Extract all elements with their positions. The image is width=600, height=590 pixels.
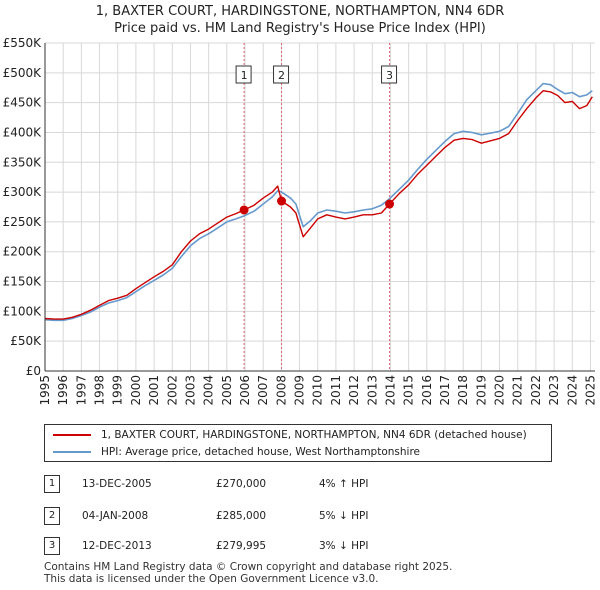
sale-point	[385, 199, 395, 209]
y-tick-label: £250K	[3, 215, 43, 229]
x-tick-label: 2016	[420, 375, 434, 406]
x-tick-label: 1997	[74, 375, 88, 406]
hpi-line	[44, 82, 593, 322]
sale-price: £270,000	[216, 478, 267, 490]
x-tick-label: 2012	[347, 375, 361, 406]
chart-title: 1, BAXTER COURT, HARDINGSTONE, NORTHAMPT…	[95, 4, 505, 19]
sale-price: £279,995	[216, 540, 267, 552]
x-tick-label: 2002	[165, 375, 179, 406]
x-tick-label: 2019	[474, 375, 488, 406]
legend-swatch-property	[53, 434, 91, 436]
x-tick-label: 2025	[583, 375, 597, 406]
x-tick-label: 2013	[365, 375, 379, 406]
y-tick-label: £550K	[3, 36, 43, 50]
x-tick-label: 1996	[56, 375, 70, 406]
sale-marker-box	[235, 65, 252, 84]
sale-hpi-change: 5% ↓ HPI	[319, 510, 369, 522]
y-tick-label: £450K	[3, 96, 43, 110]
sale-number-badge: 3	[44, 537, 60, 555]
x-tick-label: 1998	[93, 375, 107, 406]
x-tick-label: 2021	[511, 375, 525, 406]
x-tick-label: 2018	[456, 375, 470, 406]
sale-marker-label: 2	[278, 69, 285, 82]
footer-line-1: Contains HM Land Registry data © Crown c…	[44, 561, 453, 573]
x-tick-label: 2023	[547, 375, 561, 406]
footer-attribution: Contains HM Land Registry data © Crown c…	[44, 561, 452, 585]
x-tick-label: 2006	[238, 375, 252, 406]
plot-area	[45, 43, 595, 371]
x-tick-label: 1999	[111, 375, 125, 406]
sale-number-badge: 2	[44, 507, 60, 525]
x-tick-label: 2014	[383, 375, 397, 406]
sale-marker-label: 3	[386, 69, 393, 82]
sale-row-2: 2 04-JAN-2008 £285,000 5% ↓ HPI	[44, 507, 564, 525]
x-tick-label: 2001	[147, 375, 161, 406]
x-tick-label: 2024	[565, 375, 579, 406]
x-tick-label: 2004	[202, 375, 216, 406]
x-tick-label: 2011	[329, 375, 343, 406]
x-tick-label: 2009	[293, 375, 307, 406]
sale-date: 13-DEC-2005	[82, 478, 152, 490]
sale-hpi-change: 3% ↓ HPI	[319, 540, 369, 552]
y-tick-label: £100K	[3, 304, 43, 318]
x-tick-label: 2003	[183, 375, 197, 406]
sale-marker-box	[273, 65, 290, 84]
x-tick-label: 1995	[38, 375, 52, 406]
x-tick-label: 2017	[438, 375, 452, 406]
x-tick-label: 2020	[493, 375, 507, 406]
y-tick-label: £50K	[10, 334, 42, 348]
sale-date: 04-JAN-2008	[82, 510, 149, 522]
footer-line-2: This data is licensed under the Open Gov…	[44, 573, 379, 585]
sale-hpi-change: 4% ↑ HPI	[319, 478, 369, 490]
legend-item-hpi: HPI: Average price, detached house, West…	[53, 444, 420, 460]
sale-price: £285,000	[216, 510, 267, 522]
y-tick-label: £350K	[3, 155, 43, 169]
sale-row-1: 1 13-DEC-2005 £270,000 4% ↑ HPI	[44, 475, 564, 493]
x-tick-label: 2022	[529, 375, 543, 406]
chart-subtitle: Price paid vs. HM Land Registry's House …	[114, 21, 486, 36]
y-tick-label: £300K	[3, 185, 43, 199]
y-tick-label: £500K	[3, 66, 43, 80]
y-tick-label: £400K	[3, 125, 43, 139]
x-tick-label: 2005	[220, 375, 234, 406]
sale-point	[277, 196, 287, 206]
sale-row-3: 3 12-DEC-2013 £279,995 3% ↓ HPI	[44, 537, 564, 555]
price-chart: £0 £50K £100K £150K £200K £250K £300K £350K £400…	[3, 36, 598, 406]
sale-marker-label: 1	[241, 69, 248, 82]
x-tick-label: 2000	[129, 375, 143, 406]
y-tick-label: £200K	[3, 245, 43, 259]
legend-item-property: 1, BAXTER COURT, HARDINGSTONE, NORTHAMPT…	[53, 427, 527, 443]
legend: 1, BAXTER COURT, HARDINGSTONE, NORTHAMPT…	[44, 424, 552, 462]
x-tick-label: 2007	[256, 375, 270, 406]
y-tick-label: £0	[26, 364, 41, 378]
sale-marker-box	[381, 65, 398, 84]
y-tick-label: £150K	[3, 275, 43, 289]
legend-swatch-hpi	[53, 451, 91, 453]
x-tick-label: 2010	[311, 375, 325, 406]
legend-label-hpi: HPI: Average price, detached house, West…	[101, 446, 420, 458]
x-tick-label: 2008	[274, 375, 288, 406]
sale-date: 12-DEC-2013	[82, 540, 152, 552]
property-price-line	[44, 89, 593, 320]
sale-point	[239, 205, 249, 215]
sale-number-badge: 1	[44, 475, 60, 493]
x-tick-label: 2015	[402, 375, 416, 406]
legend-label-property: 1, BAXTER COURT, HARDINGSTONE, NORTHAMPT…	[101, 429, 527, 441]
